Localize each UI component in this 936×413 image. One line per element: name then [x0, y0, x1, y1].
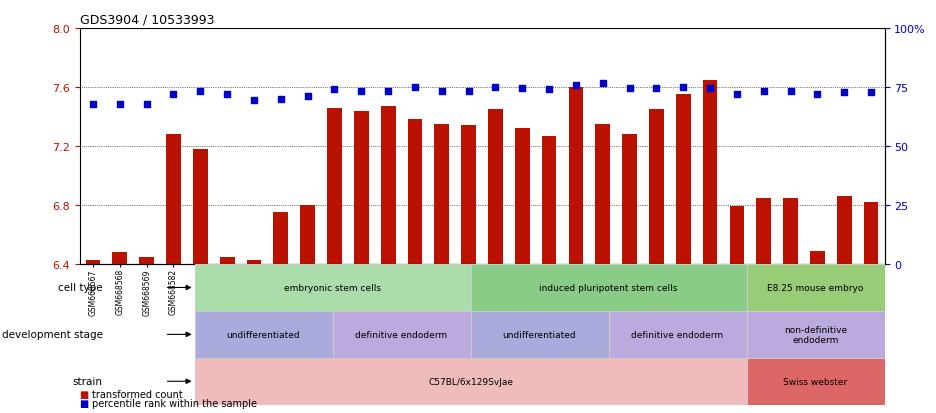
- Bar: [747, 264, 885, 311]
- Text: embryonic stem cells: embryonic stem cells: [284, 283, 381, 292]
- Bar: [471, 311, 608, 358]
- Text: development stage: development stage: [2, 330, 103, 339]
- Point: [488, 85, 503, 91]
- Bar: [461, 126, 476, 264]
- Bar: [747, 358, 885, 405]
- Bar: [703, 81, 718, 264]
- Point: [595, 80, 610, 87]
- Text: undifferentiated: undifferentiated: [503, 330, 577, 339]
- Point: [220, 91, 235, 98]
- Point: [542, 87, 557, 93]
- Point: [246, 98, 261, 104]
- Point: [327, 87, 342, 93]
- Text: percentile rank within the sample: percentile rank within the sample: [92, 398, 256, 408]
- Bar: [622, 135, 637, 264]
- Bar: [195, 264, 471, 311]
- Bar: [112, 253, 127, 264]
- Point: [112, 102, 127, 108]
- Bar: [381, 107, 396, 264]
- Point: [85, 102, 100, 108]
- Bar: [407, 120, 422, 264]
- Point: [783, 88, 798, 95]
- Bar: [515, 129, 530, 264]
- Point: [407, 85, 422, 91]
- Bar: [246, 260, 261, 264]
- Point: [139, 102, 154, 108]
- Bar: [568, 88, 583, 264]
- Text: non-definitive
endoderm: non-definitive endoderm: [784, 325, 847, 344]
- Point: [703, 85, 718, 92]
- Point: [515, 86, 530, 93]
- Bar: [608, 311, 747, 358]
- Bar: [193, 150, 208, 264]
- Text: cell type: cell type: [58, 283, 103, 293]
- Point: [193, 89, 208, 95]
- Text: induced pluripotent stem cells: induced pluripotent stem cells: [539, 283, 678, 292]
- Bar: [434, 125, 449, 264]
- Text: strain: strain: [73, 376, 103, 386]
- Point: [461, 88, 476, 95]
- Text: definitive endoderm: definitive endoderm: [356, 330, 447, 339]
- Point: [810, 91, 825, 98]
- Point: [354, 88, 369, 95]
- Bar: [85, 260, 100, 264]
- Bar: [810, 251, 825, 264]
- Bar: [139, 257, 154, 264]
- Bar: [729, 207, 744, 264]
- Bar: [864, 202, 879, 264]
- Point: [756, 88, 771, 95]
- Point: [300, 93, 315, 100]
- Point: [864, 90, 879, 96]
- Bar: [332, 311, 471, 358]
- Bar: [166, 135, 181, 264]
- Bar: [542, 136, 557, 264]
- Bar: [471, 264, 747, 311]
- Bar: [649, 110, 664, 264]
- Bar: [354, 112, 369, 264]
- Bar: [747, 311, 885, 358]
- Point: [273, 96, 288, 103]
- Bar: [220, 257, 235, 264]
- Bar: [327, 108, 342, 264]
- Bar: [595, 125, 610, 264]
- Text: definitive endoderm: definitive endoderm: [632, 330, 724, 339]
- Bar: [195, 311, 332, 358]
- Text: C57BL/6x129SvJae: C57BL/6x129SvJae: [428, 377, 513, 386]
- Bar: [676, 95, 691, 264]
- Point: [729, 91, 744, 98]
- Text: ■: ■: [80, 389, 89, 399]
- Bar: [488, 110, 503, 264]
- Bar: [300, 206, 315, 264]
- Bar: [783, 198, 798, 264]
- Point: [837, 90, 852, 96]
- Bar: [195, 358, 747, 405]
- Bar: [837, 197, 852, 264]
- Text: ■: ■: [80, 398, 89, 408]
- Point: [676, 85, 691, 91]
- Bar: [756, 198, 771, 264]
- Point: [568, 82, 583, 89]
- Point: [434, 88, 449, 95]
- Text: undifferentiated: undifferentiated: [227, 330, 300, 339]
- Point: [166, 91, 181, 98]
- Text: transformed count: transformed count: [92, 389, 183, 399]
- Point: [381, 88, 396, 95]
- Text: E8.25 mouse embryo: E8.25 mouse embryo: [768, 283, 864, 292]
- Text: Swiss webster: Swiss webster: [783, 377, 848, 386]
- Bar: [273, 213, 288, 264]
- Point: [649, 86, 664, 93]
- Text: GDS3904 / 10533993: GDS3904 / 10533993: [80, 13, 214, 26]
- Point: [622, 85, 637, 92]
